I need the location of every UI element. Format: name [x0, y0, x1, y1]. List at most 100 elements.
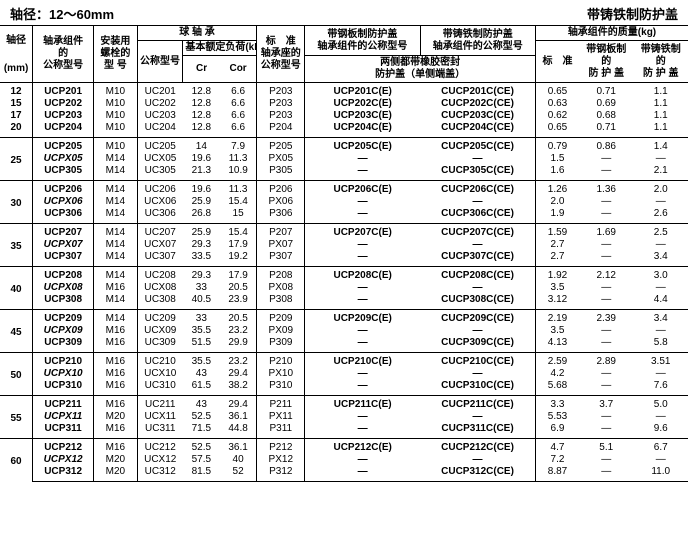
- m2: —: [579, 196, 633, 208]
- bolt: M10: [94, 138, 138, 154]
- housing: P207: [257, 224, 305, 240]
- bolt: M14: [94, 310, 138, 326]
- bolt: M20: [94, 466, 138, 482]
- cor: 36.1: [220, 439, 257, 455]
- bdesig: UC206: [137, 181, 183, 197]
- steel-cover: UCP201C(E): [305, 83, 420, 99]
- m1: 0.65: [535, 83, 579, 99]
- m2: 1.69: [579, 224, 633, 240]
- m1: 0.62: [535, 110, 579, 122]
- m3: 3.4: [633, 310, 688, 326]
- housing: P203: [257, 83, 305, 99]
- bolt: M14: [94, 267, 138, 283]
- bdesig: UCX07: [137, 239, 183, 251]
- m2: —: [579, 454, 633, 466]
- bolt: M14: [94, 251, 138, 267]
- unit-desig: UCP201: [33, 83, 94, 99]
- steel-cover: UCP208C(E): [305, 267, 420, 283]
- m1: 4.2: [535, 368, 579, 380]
- m3: 5.8: [633, 337, 688, 353]
- iron-cover: CUCP204C(CE): [420, 122, 535, 138]
- bdesig: UC308: [137, 294, 183, 310]
- cr: 12.8: [183, 122, 220, 138]
- bdesig: UCX12: [137, 454, 183, 466]
- bolt: M14: [94, 224, 138, 240]
- cr: 33: [183, 282, 220, 294]
- bdesig: UCX11: [137, 411, 183, 423]
- bdesig: UC208: [137, 267, 183, 283]
- m3: —: [633, 239, 688, 251]
- title-right: 带铸铁制防护盖: [587, 4, 678, 23]
- housing: P306: [257, 208, 305, 224]
- cr: 29.3: [183, 267, 220, 283]
- cr: 81.5: [183, 466, 220, 482]
- m3: 1.1: [633, 98, 688, 110]
- steel-cover: UCP203C(E): [305, 110, 420, 122]
- m3: —: [633, 454, 688, 466]
- bolt: M20: [94, 454, 138, 466]
- m2: —: [579, 325, 633, 337]
- cr: 61.5: [183, 380, 220, 396]
- housing: PX07: [257, 239, 305, 251]
- iron-cover: —: [420, 411, 535, 423]
- cr: 40.5: [183, 294, 220, 310]
- unit-desig: UCPX12: [33, 454, 94, 466]
- steel-cover: UCP205C(E): [305, 138, 420, 154]
- h-load: 基本额定负荷(kN): [183, 41, 257, 56]
- unit-desig: UCP309: [33, 337, 94, 353]
- m3: —: [633, 325, 688, 337]
- bdesig: UC309: [137, 337, 183, 353]
- cor: 6.6: [220, 110, 257, 122]
- h-steel: 带钢板制防护盖轴承组件的公称型号: [305, 26, 420, 56]
- m2: —: [579, 368, 633, 380]
- iron-cover: CUCP309C(CE): [420, 337, 535, 353]
- housing: P311: [257, 423, 305, 439]
- m1: 0.63: [535, 98, 579, 110]
- dia: 20: [0, 122, 33, 138]
- cr: 52.5: [183, 439, 220, 455]
- h-desig: 公称型号: [137, 41, 183, 83]
- m3: 3.4: [633, 251, 688, 267]
- cor: 23.2: [220, 325, 257, 337]
- housing: P211: [257, 396, 305, 412]
- housing: P212: [257, 439, 305, 455]
- cr: 57.5: [183, 454, 220, 466]
- bdesig: UC311: [137, 423, 183, 439]
- m3: 6.7: [633, 439, 688, 455]
- m1: 2.7: [535, 239, 579, 251]
- unit-desig: UCP212: [33, 439, 94, 455]
- bdesig: UC201: [137, 83, 183, 99]
- bdesig: UC310: [137, 380, 183, 396]
- bolt: M14: [94, 294, 138, 310]
- unit-desig: UCP206: [33, 181, 94, 197]
- unit-desig: UCPX07: [33, 239, 94, 251]
- m3: —: [633, 368, 688, 380]
- housing: P305: [257, 165, 305, 181]
- steel-cover: UCP206C(E): [305, 181, 420, 197]
- iron-cover: CUCP311C(CE): [420, 423, 535, 439]
- cr: 33.5: [183, 251, 220, 267]
- cr: 25.9: [183, 224, 220, 240]
- cor: 17.9: [220, 267, 257, 283]
- unit-desig: UCP211: [33, 396, 94, 412]
- m1: 3.5: [535, 282, 579, 294]
- housing: P203: [257, 98, 305, 110]
- iron-cover: CUCP306C(CE): [420, 208, 535, 224]
- bdesig: UC205: [137, 138, 183, 154]
- dia: 50: [0, 353, 33, 396]
- h-seal: 两侧都带橡胶密封防护盖（单侧端盖）: [305, 56, 536, 83]
- steel-cover: UCP211C(E): [305, 396, 420, 412]
- housing: PX11: [257, 411, 305, 423]
- bdesig: UCX08: [137, 282, 183, 294]
- m3: 1.1: [633, 110, 688, 122]
- cr: 25.9: [183, 196, 220, 208]
- iron-cover: CUCP310C(CE): [420, 380, 535, 396]
- unit-desig: UCP209: [33, 310, 94, 326]
- housing: PX10: [257, 368, 305, 380]
- housing: P309: [257, 337, 305, 353]
- bolt: M20: [94, 411, 138, 423]
- unit-desig: UCP203: [33, 110, 94, 122]
- bolt: M16: [94, 337, 138, 353]
- iron-cover: —: [420, 282, 535, 294]
- bdesig: UCX09: [137, 325, 183, 337]
